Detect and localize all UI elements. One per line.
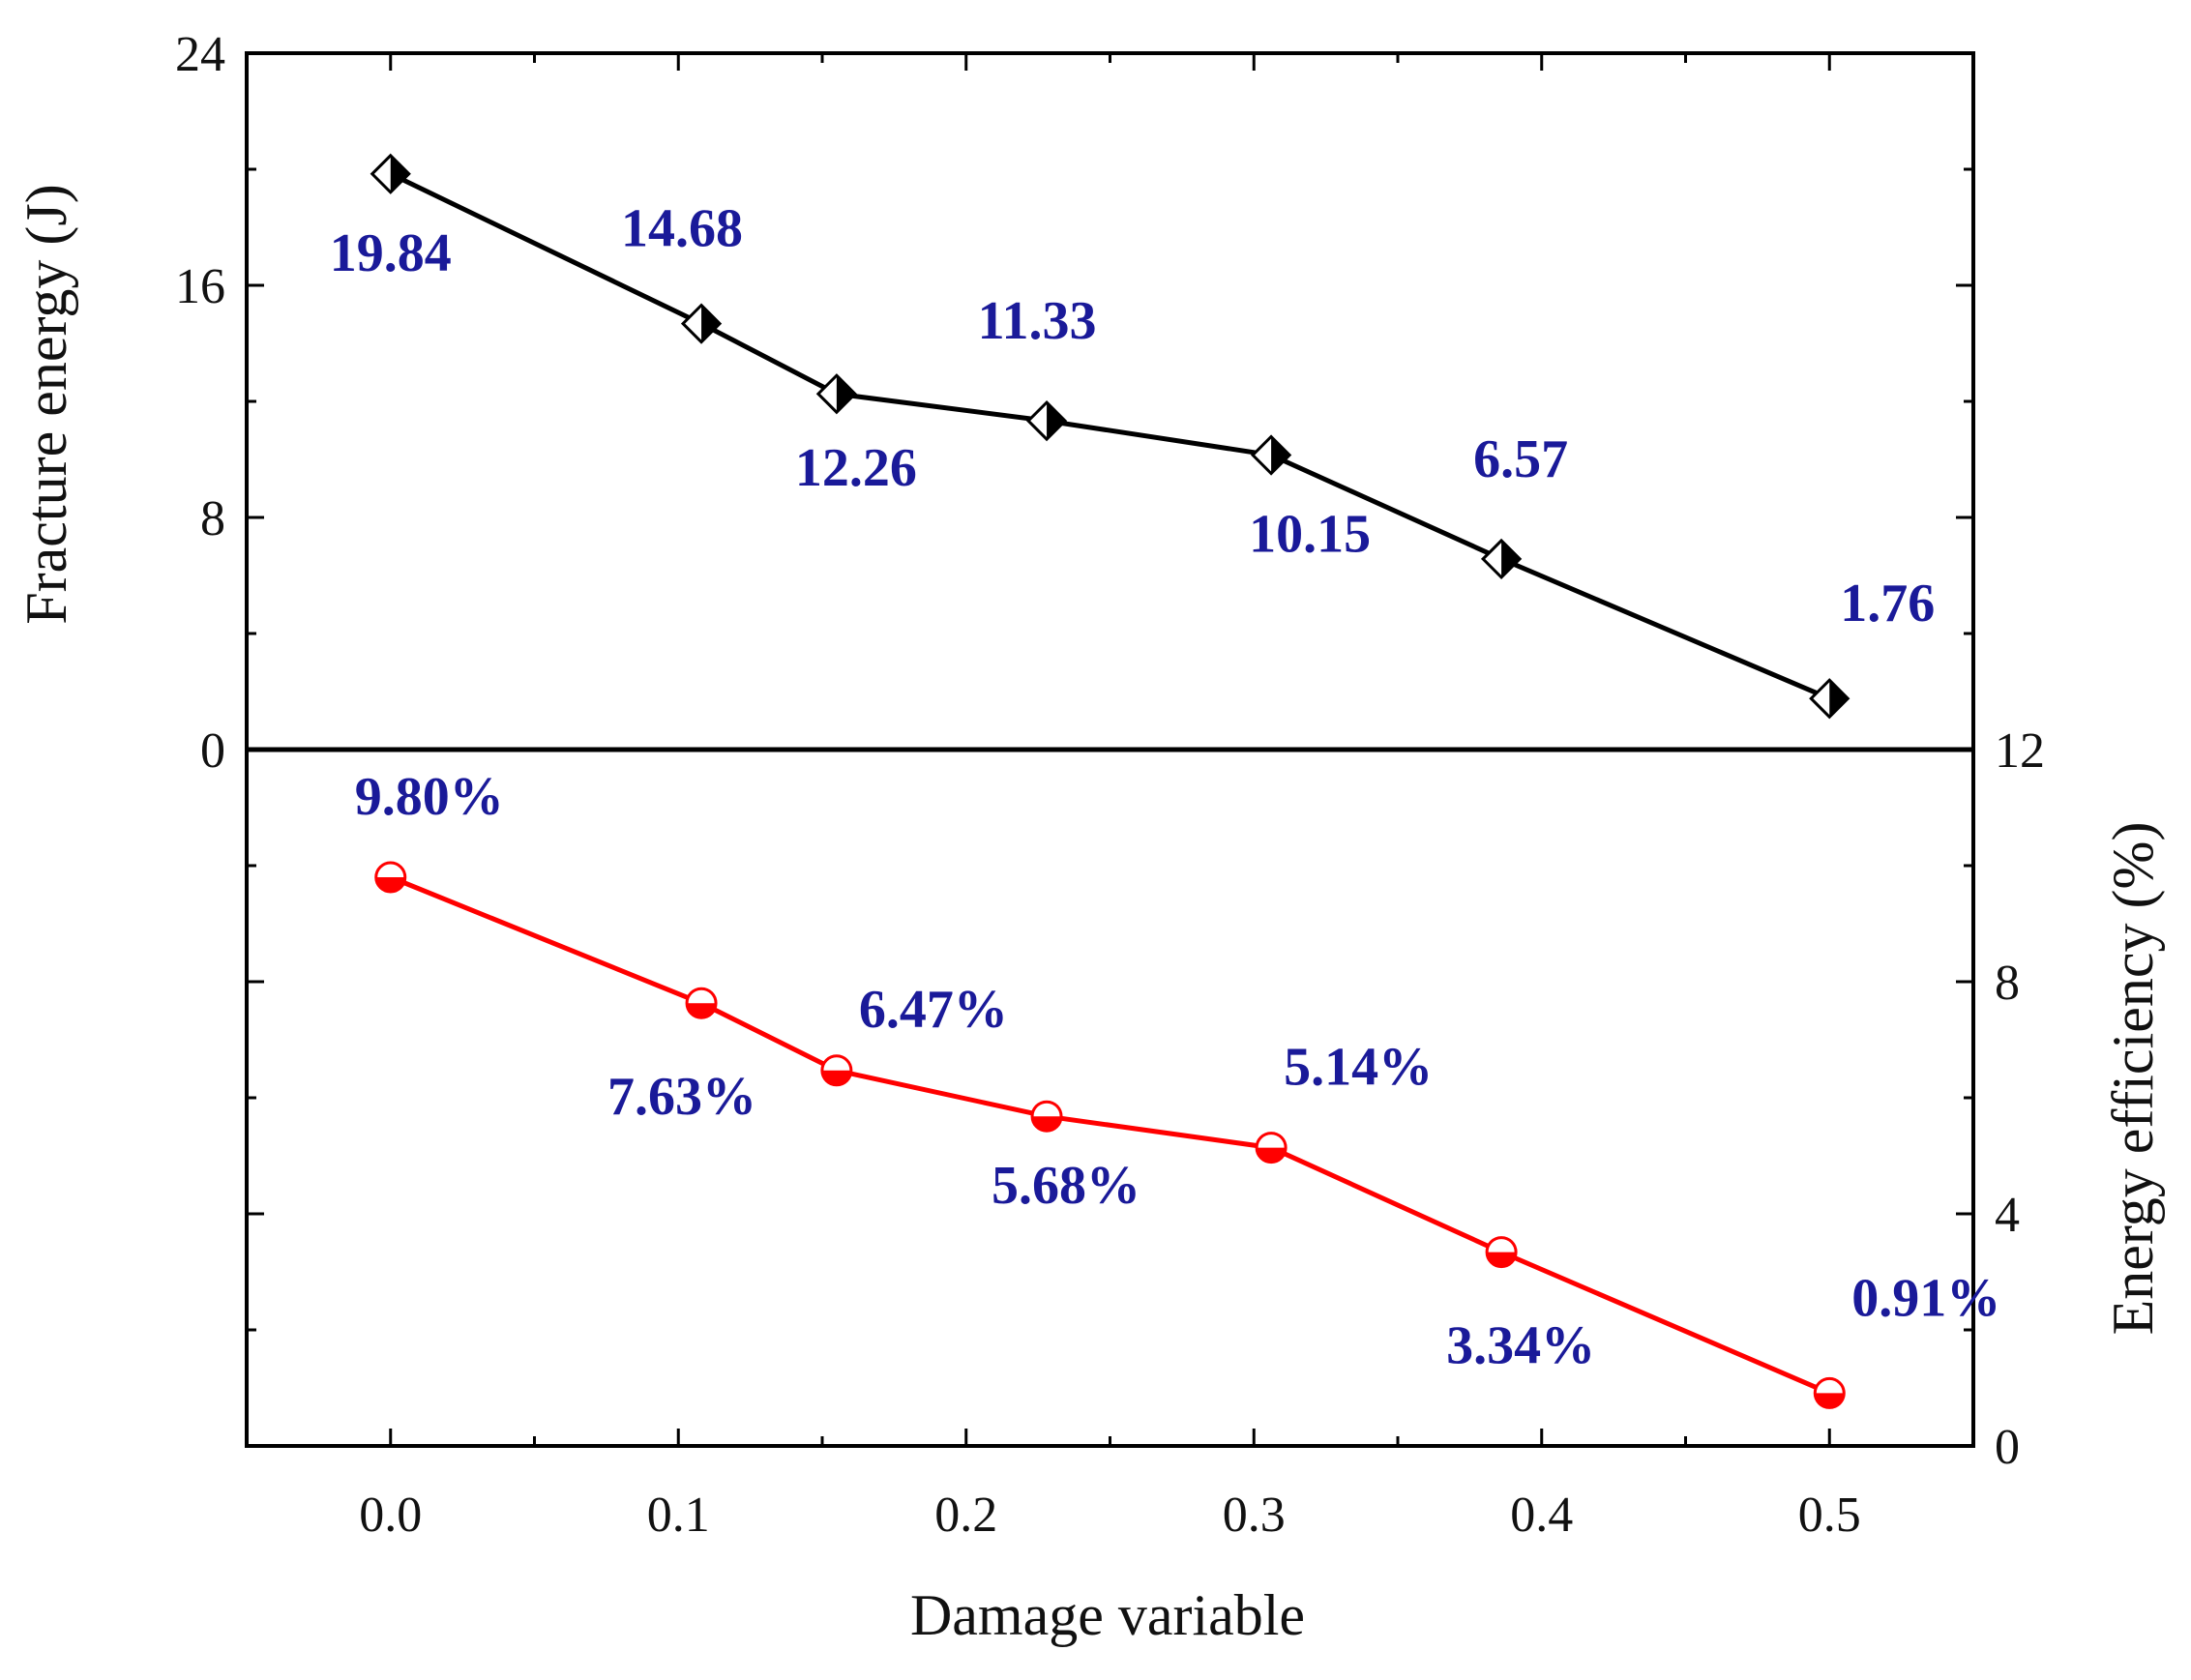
y-left-tick-label: 16 [175,259,225,314]
fracture-energy-marker [1250,434,1292,476]
fracture-energy-data-label: 12.26 [795,438,917,498]
fracture-energy-data-label: 10.15 [1249,505,1371,565]
y-left-tick-label: 8 [200,491,225,546]
axes-layer: 0.0 0.1 0.2 0.3 0.4 0.5 0 8 16 24 0 4 8 12 [175,27,2045,1543]
fracture-energy-data-label: 14.68 [621,199,743,259]
fracture-energy-marker [370,153,411,194]
energy-efficiency-marker [1485,1236,1518,1269]
fracture-energy-marker [1809,678,1851,720]
x-tick-label: 0.1 [647,1488,710,1543]
energy-efficiency-marker [1255,1132,1288,1164]
energy-efficiency-marker [820,1054,853,1087]
fracture-energy-marker [680,303,723,344]
energy-efficiency-data-label: 0.91% [1851,1268,2000,1328]
series-layer [370,153,1851,1409]
diamond-fill-half [1829,680,1849,718]
y-right-tick-label: 8 [1995,956,2020,1011]
circle-fill-half [1032,1116,1062,1132]
fracture-energy-marker [1025,399,1068,442]
diamond-fill-half [1047,402,1066,440]
diamond-fill-half [701,305,721,342]
circle-fill-half [687,1003,717,1018]
y-right-tick-label: 12 [1995,723,2045,779]
energy-efficiency-data-label: 5.14% [1284,1038,1433,1098]
diamond-fill-half [1501,540,1521,577]
fracture-energy-data-label: 11.33 [978,291,1097,351]
y-right-tick-label: 0 [1995,1420,2020,1475]
circle-fill-half [821,1070,851,1085]
y-right-tick-label: 4 [1995,1188,2020,1243]
energy-efficiency-data-label: 9.80% [355,767,504,827]
energy-efficiency-data-label: 6.47% [859,980,1008,1040]
fracture-energy-data-label: 6.57 [1473,429,1568,489]
diamond-fill-half [836,375,855,413]
energy-efficiency-marker [374,861,407,894]
fracture-energy-marker [815,373,857,415]
diamond-fill-half [390,155,409,192]
circle-fill-half [375,877,405,893]
y-axis-title-fracture-energy: Fracture energy (J) [15,184,78,624]
x-tick-label: 0.5 [1798,1488,1861,1543]
y-left-tick-label: 24 [175,27,225,82]
diamond-fill-half [1271,436,1290,474]
energy-efficiency-marker [685,987,718,1019]
x-tick-label: 0.4 [1510,1488,1573,1543]
x-axis-title: Damage variable [910,1583,1305,1647]
y-axis-title-energy-efficiency: Energy efficiency (%) [2101,822,2165,1336]
data-label-layer: 19.84 14.68 12.26 11.33 10.15 6.57 1.76 9.80% 7.… [330,199,2001,1376]
fracture-energy-marker [1480,538,1523,580]
x-tick-label: 0.2 [934,1488,997,1543]
fracture-energy-data-label: 19.84 [330,223,452,283]
x-tick-label: 0.3 [1223,1488,1286,1543]
energy-efficiency-data-label: 3.34% [1446,1316,1595,1376]
circle-fill-half [1487,1252,1517,1267]
energy-efficiency-marker [1030,1100,1063,1133]
energy-efficiency-marker [1813,1376,1846,1409]
x-tick-label: 0.0 [359,1488,422,1543]
energy-efficiency-data-label: 7.63% [607,1067,756,1127]
fracture-energy-data-label: 1.76 [1840,574,1935,634]
energy-efficiency-data-label: 5.68% [992,1156,1140,1216]
circle-fill-half [1257,1147,1287,1163]
y-left-tick-label: 0 [200,723,225,779]
circle-fill-half [1815,1393,1845,1408]
